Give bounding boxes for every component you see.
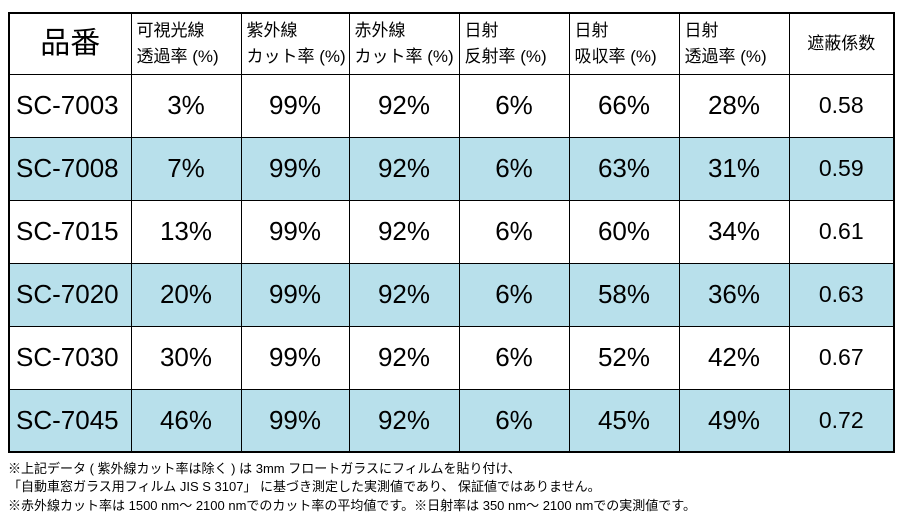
uv-cut-cell: 99% [240,136,350,201]
table-row: SC-7045 46% 99% 92% 6% 45% 49% 0.72 [8,388,895,453]
uv-cut-cell: 99% [240,388,350,453]
solar-transmittance-cell: 42% [678,325,790,390]
header-line: カット率 (%) [246,46,346,66]
solar-transmittance-cell: 36% [678,262,790,327]
uv-cut-cell: 99% [240,325,350,390]
visible-light-cell: 13% [130,199,242,264]
shading-coefficient-cell: 0.58 [788,73,895,138]
footnotes: ※上記データ ( 紫外線カット率は除く ) は 3mm フロートガラスにフィルム… [8,453,893,515]
visible-light-cell: 20% [130,262,242,327]
visible-light-cell: 30% [130,325,242,390]
solar-transmittance-cell: 28% [678,73,790,138]
ir-cut-cell: 92% [348,73,460,138]
solar-reflectance-cell: 6% [458,388,570,453]
product-code-cell: SC-7015 [8,199,132,264]
header-line: カット率 (%) [354,46,454,66]
header-line: 赤外線 [354,21,406,41]
solar-reflectance-cell: 6% [458,73,570,138]
header-solar-absorptance: 日射吸収率 (%) [568,12,680,75]
table-row: SC-7020 20% 99% 92% 6% 58% 36% 0.63 [8,262,895,327]
table-row: SC-7015 13% 99% 92% 6% 60% 34% 0.61 [8,199,895,264]
solar-absorptance-cell: 63% [568,136,680,201]
solar-absorptance-cell: 66% [568,73,680,138]
table-row: SC-7003 3% 99% 92% 6% 66% 28% 0.58 [8,73,895,138]
solar-transmittance-cell: 49% [678,388,790,453]
shading-coefficient-cell: 0.72 [788,388,895,453]
table-row: SC-7008 7% 99% 92% 6% 63% 31% 0.59 [8,136,895,201]
footnote-line-1: ※上記データ ( 紫外線カット率は除く ) は 3mm フロートガラスにフィルム… [8,461,521,476]
header-line: 日射 [684,21,719,41]
shading-coefficient-cell: 0.67 [788,325,895,390]
visible-light-cell: 7% [130,136,242,201]
ir-cut-cell: 92% [348,136,460,201]
solar-reflectance-cell: 6% [458,262,570,327]
solar-transmittance-cell: 31% [678,136,790,201]
table-row: SC-7030 30% 99% 92% 6% 52% 42% 0.67 [8,325,895,390]
solar-absorptance-cell: 45% [568,388,680,453]
header-uv-cut-rate: 紫外線カット率 (%) [240,12,350,75]
uv-cut-cell: 99% [240,73,350,138]
header-row: 品番 可視光線 透過率 (%) 紫外線 カット率 (%) 赤外線 カット率 (%) 日… [8,12,895,75]
product-code-cell: SC-7008 [8,136,132,201]
ir-cut-cell: 92% [348,262,460,327]
product-code-cell: SC-7003 [8,73,132,138]
ir-cut-cell: 92% [348,325,460,390]
header-line: 紫外線 [246,21,298,41]
product-code-cell: SC-7045 [8,388,132,453]
header-line: 可視光線 [136,21,205,41]
header-ir-cut-rate: 赤外線カット率 (%) [348,12,460,75]
header-solar-reflectance: 日射反射率 (%) [458,12,570,75]
uv-cut-cell: 99% [240,199,350,264]
solar-absorptance-cell: 60% [568,199,680,264]
header-line: 透過率 (%) [136,46,219,66]
solar-absorptance-cell: 58% [568,262,680,327]
uv-cut-cell: 99% [240,262,350,327]
visible-light-cell: 46% [130,388,242,453]
header-line: 吸収率 (%) [574,46,657,66]
ir-cut-cell: 92% [348,388,460,453]
solar-reflectance-cell: 6% [458,325,570,390]
header-solar-transmittance: 日射透過率 (%) [678,12,790,75]
product-code-cell: SC-7020 [8,262,132,327]
solar-absorptance-cell: 52% [568,325,680,390]
header-visible-light-transmittance: 可視光線透過率 (%) [130,12,242,75]
solar-transmittance-cell: 34% [678,199,790,264]
ir-cut-cell: 92% [348,199,460,264]
solar-reflectance-cell: 6% [458,199,570,264]
footnote-line-3: ※赤外線カット率は 1500 nm〜 2100 nmでのカット率の平均値です。※… [8,497,696,513]
shading-coefficient-cell: 0.59 [788,136,895,201]
visible-light-cell: 3% [130,73,242,138]
header-line: 透過率 (%) [684,46,767,66]
shading-coefficient-cell: 0.61 [788,199,895,264]
header-product-code: 品番 [8,12,132,75]
header-shading-coefficient: 遮蔽係数 [788,12,895,75]
solar-reflectance-cell: 6% [458,136,570,201]
header-line: 反射率 (%) [464,46,547,66]
header-line: 日射 [464,21,499,41]
shading-coefficient-cell: 0.63 [788,262,895,327]
film-spec-table: 品番 可視光線 透過率 (%) 紫外線 カット率 (%) 赤外線 カット率 (%) 日… [8,12,895,453]
header-line: 日射 [574,21,609,41]
product-code-cell: SC-7030 [8,325,132,390]
footnote-line-2: 「自動車窓ガラス用フィルム JIS S 3107」 に基づき測定した実測値であり… [8,479,601,495]
